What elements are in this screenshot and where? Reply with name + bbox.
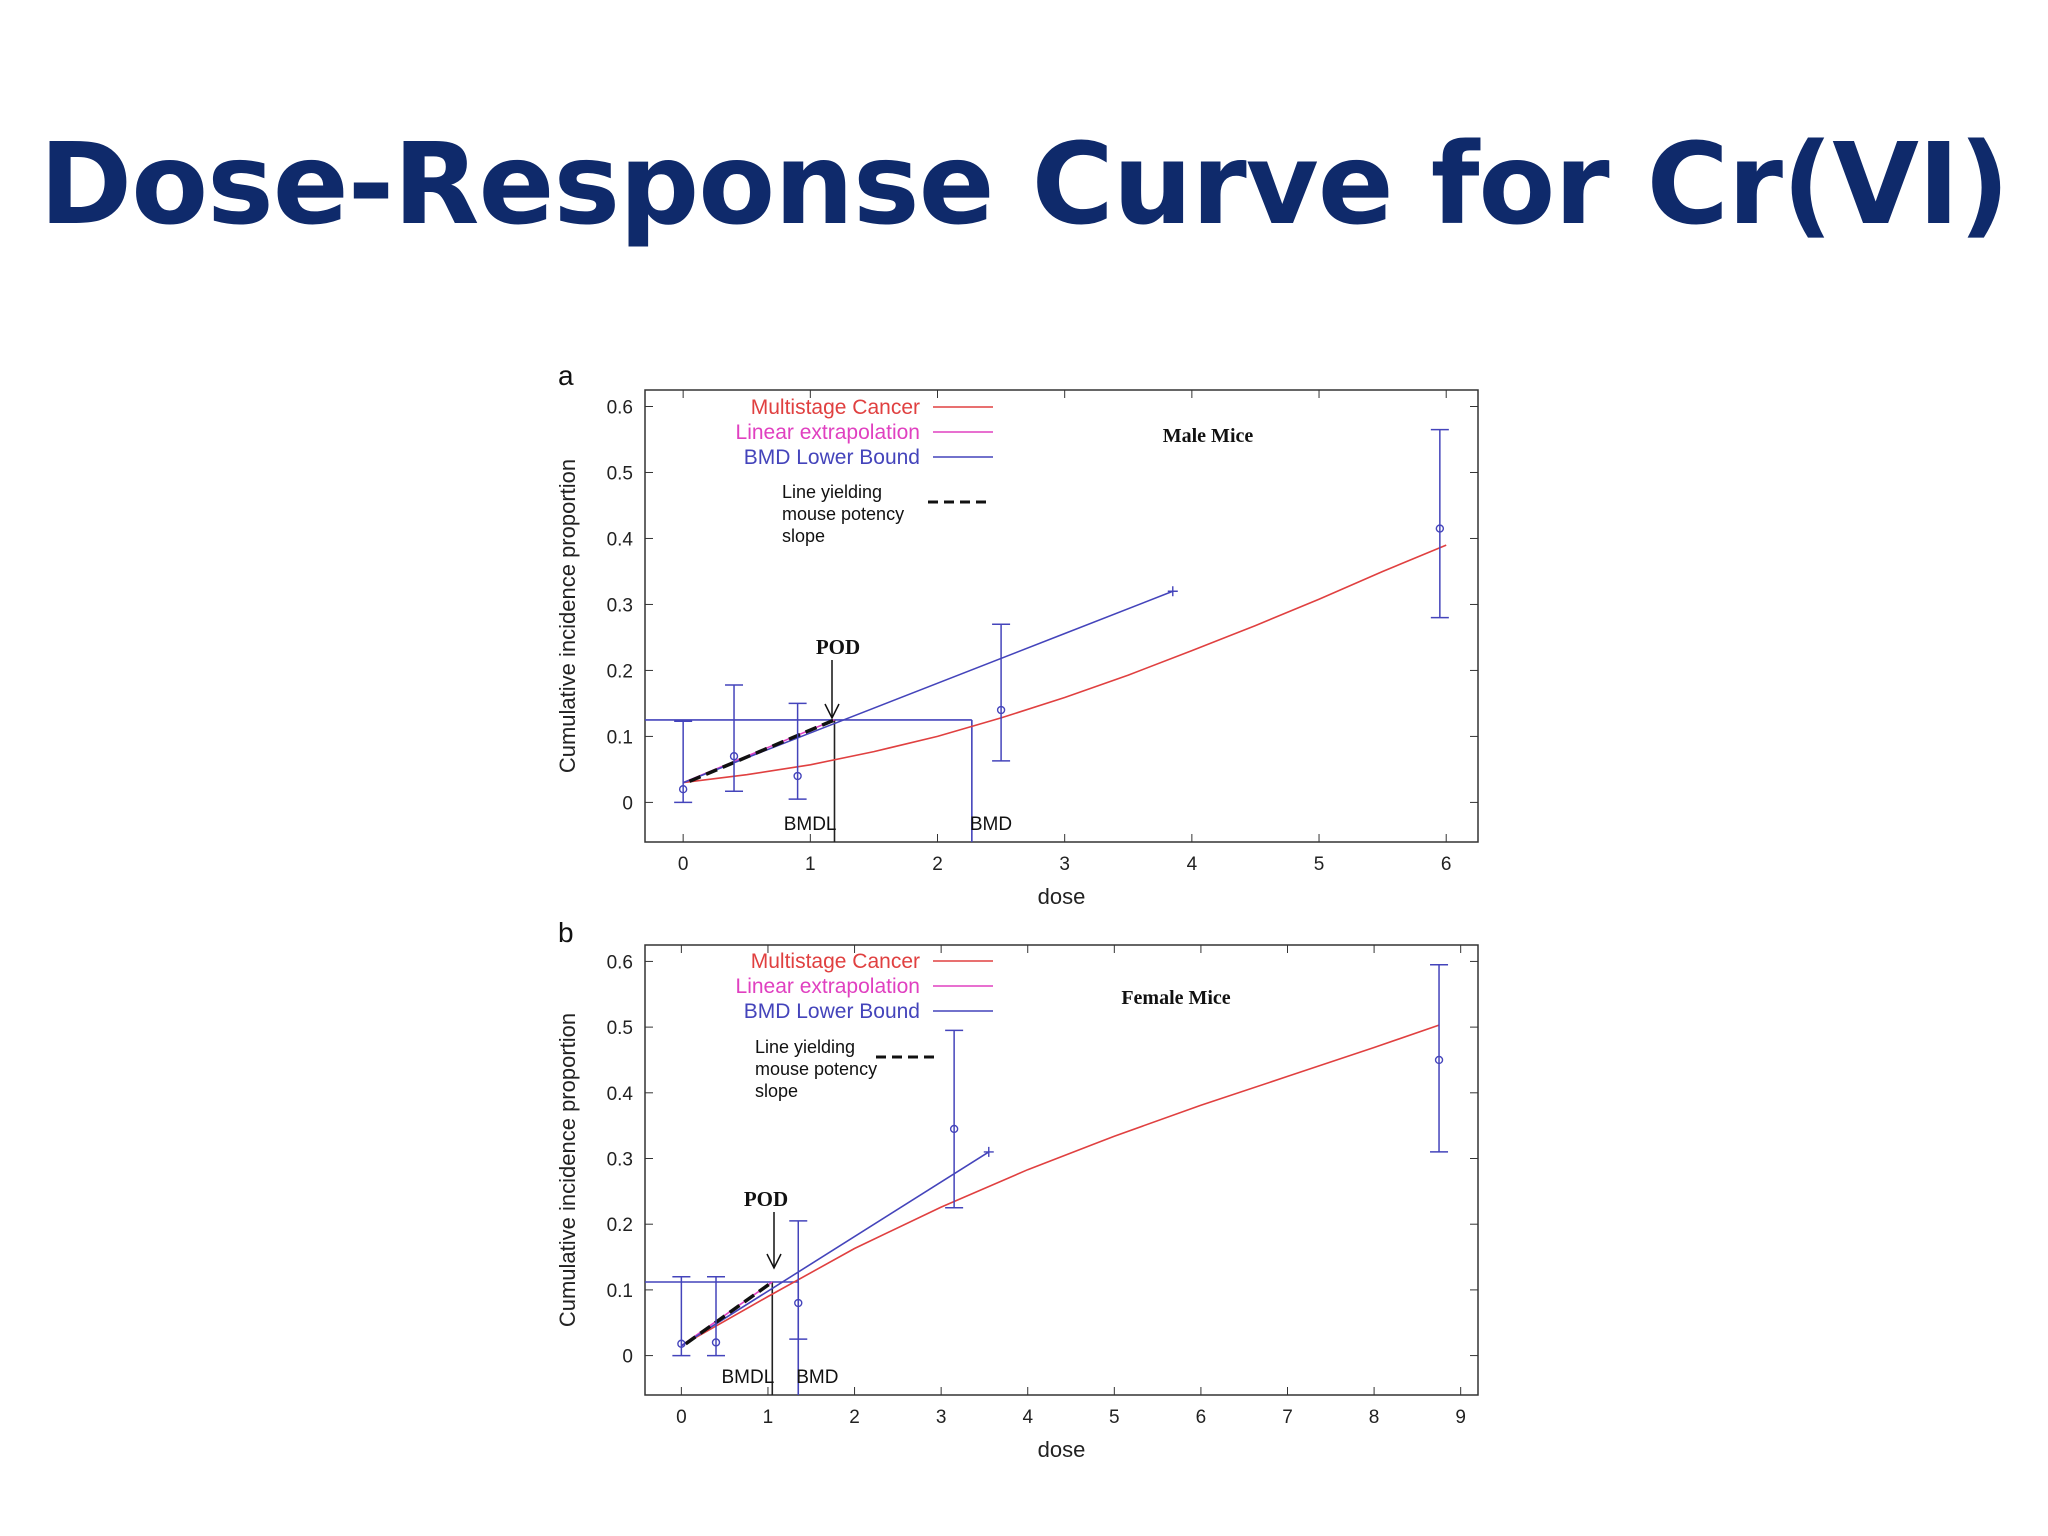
series-line-yielding-mouse-potency-slope-line: [688, 718, 836, 783]
x-tick-label: 3: [936, 1407, 947, 1428]
pod-label: POD: [744, 1187, 788, 1211]
panel-subtitle: Female Mice: [1121, 987, 1230, 1009]
x-tick-label: 9: [1455, 1407, 1466, 1428]
y-axis-label: Cumulative incidence proportion: [555, 1013, 580, 1327]
data-point: [711, 1338, 721, 1347]
series-bmd-lower-bound-line: [680, 1151, 990, 1347]
y-tick-label: 0: [622, 793, 633, 814]
panel-subtitle: Male Mice: [1163, 425, 1254, 447]
legend-entry-label: BMD Lower Bound: [744, 1000, 920, 1023]
y-tick-label: 0.4: [607, 1084, 634, 1105]
data-point: [793, 771, 802, 781]
data-point: [677, 1339, 686, 1348]
y-tick-label: 0.5: [607, 1018, 633, 1039]
legend-entry-label: Multistage Cancer: [751, 950, 920, 973]
legend-note-line: mouse potency: [782, 504, 904, 524]
x-tick-label: 5: [1314, 854, 1325, 875]
panel-letter: b: [558, 917, 574, 948]
x-tick-label: 1: [763, 1407, 774, 1428]
y-tick-label: 0.2: [607, 1215, 633, 1236]
x-tick-label: 3: [1059, 854, 1070, 875]
panel-a-male-mice: a 0 1 2 3 4 5 6 0 0.1 0.2 0.3 0.4 0.5 0.6 dose Cumulativ…: [555, 360, 1479, 909]
x-tick-label: 2: [932, 854, 943, 875]
x-tick-label: 7: [1282, 1407, 1293, 1428]
data-point: [794, 1298, 803, 1308]
legend-note-line: mouse potency: [755, 1059, 877, 1079]
legend-entry-label: Linear extrapolation: [736, 421, 920, 444]
y-tick-label: 0: [622, 1347, 633, 1368]
slide-title: Dose-Response Curve for Cr(VI): [39, 120, 2010, 250]
panel-letter: a: [558, 360, 574, 391]
plot-frame: [644, 389, 1479, 843]
x-tick-label: 4: [1022, 1407, 1033, 1428]
pod-arrowhead: [766, 1253, 782, 1270]
x-tick-label: 0: [678, 854, 689, 875]
plot-frame: [644, 944, 1479, 1396]
y-tick-label: 0.6: [607, 397, 633, 418]
panel-b-female-mice: b 0 1 2 3 4 5 6 7 8 9 0 0.1 0.2 0.3 0.4 0.5 0.6 dose Cumula…: [555, 917, 1479, 1462]
series-linear-extrapolation-line: [680, 1281, 773, 1347]
y-tick-label: 0.5: [607, 463, 633, 484]
x-tick-label: 5: [1109, 1407, 1120, 1428]
legend-entry-label: Multistage Cancer: [751, 396, 920, 419]
legend-entry-label: BMD Lower Bound: [744, 446, 920, 469]
x-tick-label: 1: [805, 854, 816, 875]
legend-note-line: slope: [782, 526, 825, 546]
data-point: [996, 705, 1006, 715]
data-point: [678, 785, 688, 794]
y-tick-label: 0.2: [607, 661, 633, 682]
y-tick-label: 0.3: [607, 595, 633, 616]
pod-arrowhead: [824, 703, 840, 720]
x-tick-label: 4: [1187, 854, 1198, 875]
y-axis-label: Cumulative incidence proportion: [555, 459, 580, 773]
x-tick-label: 8: [1369, 1407, 1380, 1428]
x-tick-label: 0: [676, 1407, 687, 1428]
bmd-label: BMD: [970, 814, 1012, 835]
y-tick-label: 0.1: [607, 1281, 633, 1302]
x-axis-label: dose: [1038, 884, 1086, 909]
data-point: [1435, 524, 1445, 533]
bmdl-label: BMDL: [784, 814, 837, 835]
data-point: [729, 752, 739, 761]
data-point: [1434, 1055, 1444, 1065]
y-tick-label: 0.4: [607, 529, 634, 550]
legend-note-line: Line yielding: [755, 1037, 855, 1057]
x-tick-label: 2: [849, 1407, 860, 1428]
pod-label: POD: [816, 635, 860, 659]
bmd-lower-end-marker: [983, 1146, 994, 1157]
x-axis-label: dose: [1038, 1437, 1086, 1462]
bmd-lower-end-marker: [1167, 586, 1178, 597]
data-point: [949, 1124, 959, 1134]
legend-note-line: slope: [755, 1081, 798, 1101]
series-multistage-cancer-line: [681, 1024, 1440, 1347]
x-tick-label: 6: [1196, 1407, 1207, 1428]
x-tick-label: 6: [1441, 854, 1452, 875]
bmd-label: BMD: [796, 1367, 838, 1388]
legend-entry-label: Linear extrapolation: [736, 975, 920, 998]
legend-note-line: Line yielding: [782, 482, 882, 502]
series-multistage-cancer-line: [683, 544, 1447, 784]
y-tick-label: 0.6: [607, 952, 633, 973]
bmdl-label: BMDL: [721, 1367, 774, 1388]
y-tick-label: 0.3: [607, 1150, 633, 1171]
y-tick-label: 0.1: [607, 727, 633, 748]
